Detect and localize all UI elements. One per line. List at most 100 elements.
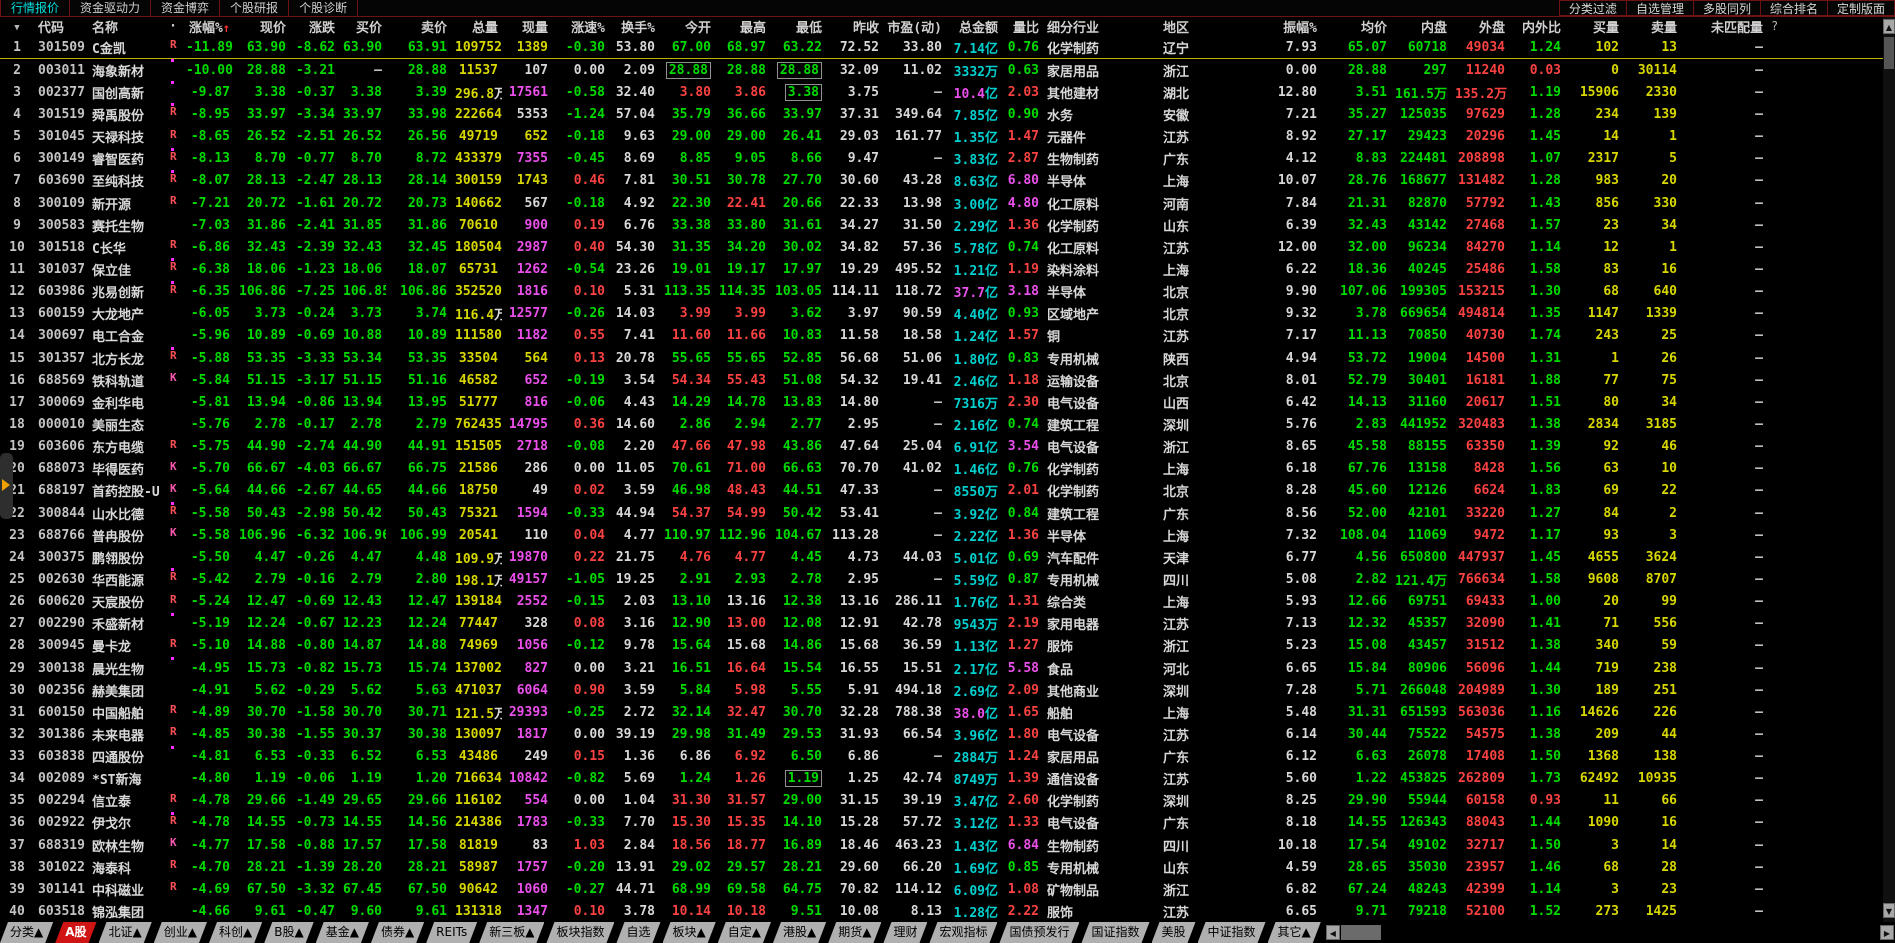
column-header-turnover[interactable]: 换手%	[609, 17, 659, 36]
table-row[interactable]: 26 600620 天宸股份 R -5.24 12.47 -0.69 12.43 12.47 13…	[0, 591, 1883, 613]
column-header-in-out-ratio[interactable]: 内外比	[1509, 17, 1565, 36]
column-header-stock-name[interactable]: 名称	[88, 17, 164, 36]
market-tab-基金▲[interactable]: 基金▲	[316, 922, 369, 943]
table-row[interactable]: 6 300149 睿智医药 R -8.13 8.70 -0.77 8.70 8.72 433379…	[0, 147, 1883, 170]
market-tab-板块指数[interactable]: 板块指数	[546, 922, 614, 943]
column-header-avg-price[interactable]: 均价	[1321, 17, 1391, 36]
table-row[interactable]: 7 603690 至纯科技 R -8.07 28.13 -2.47 28.13 28.14 300…	[0, 169, 1883, 192]
column-header-prev-close[interactable]: 昨收	[826, 17, 883, 36]
table-row[interactable]: 38 301022 海泰科 R -4.70 28.21 -1.39 28.20 28.21 589…	[0, 856, 1883, 878]
table-row[interactable]: 8 300109 新开源 R -7.21 20.72 -1.61 20.72 20.73 1406…	[0, 192, 1883, 214]
menu-tab-资金驱动力[interactable]: 资金驱动力	[70, 0, 152, 16]
column-header-industry[interactable]: 细分行业	[1043, 17, 1159, 36]
menu-button-自选管理[interactable]: 自选管理	[1625, 0, 1694, 16]
market-tab-板块▲[interactable]: 板块▲	[663, 922, 716, 943]
table-row[interactable]: 2 003011 海象新材 -10.00 28.88 -3.21 — 28.88 11537 10…	[0, 59, 1883, 82]
table-row[interactable]: 18 000010 美丽生态 -5.76 2.78 -0.17 2.78 2.79 762435…	[0, 413, 1883, 435]
menu-tab-行情报价[interactable]: 行情报价	[1, 0, 71, 16]
table-row[interactable]: 28 300945 曼卡龙 R -5.10 14.88 -0.80 14.87 14.88 749…	[0, 635, 1883, 657]
market-tab-国债预发行[interactable]: 国债预发行	[999, 922, 1079, 943]
table-row[interactable]: 25 002630 华西能源 R -5.42 2.79 -0.16 2.79 2.80 198.1…	[0, 568, 1883, 590]
table-row[interactable]: 32 301386 未来电器 R -4.85 30.38 -1.55 30.37 30.38 13…	[0, 723, 1883, 745]
vertical-scrollbar[interactable]: ▲ ▼	[1883, 17, 1895, 922]
column-header-stock-code[interactable]: 代码	[34, 17, 88, 36]
table-row[interactable]: 4 301519 舜禹股份 R -8.95 33.97 -3.34 33.97 33.98 222…	[0, 103, 1883, 125]
tab-scroll-right-button[interactable]: ▶	[1880, 925, 1894, 940]
column-header-pe[interactable]: 市盈(动)	[883, 17, 946, 36]
menu-tab-个股诊断[interactable]: 个股诊断	[289, 0, 359, 16]
menu-button-综合排名[interactable]: 综合排名	[1759, 0, 1828, 16]
tab-scroll-left-button[interactable]: ◀	[1325, 925, 1340, 940]
column-header-sell-vol[interactable]: 卖量	[1623, 17, 1681, 36]
table-row[interactable]: 3 002377 国创高新 -9.87 3.38 -0.37 3.38 3.39 296.8万 1…	[0, 81, 1883, 103]
column-header-bid[interactable]: 买价	[339, 17, 386, 36]
table-row[interactable]: 37 688319 欧林生物 K -4.77 17.58 -0.88 17.57 17.58 81…	[0, 834, 1883, 856]
column-header-low[interactable]: 最低	[770, 17, 826, 36]
menu-button-多股同列[interactable]: 多股同列	[1692, 0, 1761, 16]
market-tab-其它▲[interactable]: 其它▲	[1268, 922, 1321, 943]
table-row[interactable]: 36 002922 伊戈尔 R -4.78 14.55 -0.73 14.55 14.56 214…	[0, 811, 1883, 834]
table-row[interactable]: 40 603518 锦泓集团 -4.66 9.61 -0.47 9.60 9.61 131318…	[0, 900, 1883, 922]
table-row[interactable]: 22 300844 山水比德 R -5.58 50.43 -2.98 50.42 50.43 75…	[0, 502, 1883, 524]
table-row[interactable]: 17 300069 金利华电 -5.81 13.94 -0.86 13.94 13.95 517…	[0, 391, 1883, 413]
tab-scrollbar-thumb[interactable]	[1340, 925, 1381, 940]
scroll-down-button[interactable]: ▼	[1883, 903, 1895, 918]
column-header-unmatched[interactable]: 未匹配量	[1681, 17, 1767, 36]
column-header-open[interactable]: 今开	[659, 17, 715, 36]
market-tab-自选[interactable]: 自选	[616, 922, 660, 943]
table-row[interactable]: 9 300583 赛托生物 -7.03 31.86 -2.41 31.85 31.86 7061…	[0, 214, 1883, 236]
table-row[interactable]: 10 301518 C长华 R -6.86 32.43 -2.39 32.43 32.45 180…	[0, 236, 1883, 258]
table-row[interactable]: 14 300697 电工合金 -5.96 10.89 -0.69 10.88 10.89 111…	[0, 325, 1883, 347]
table-row[interactable]: 30 002356 赫美集团 -4.91 5.62 -0.29 5.62 5.63 471037…	[0, 679, 1883, 701]
market-tab-自定▲[interactable]: 自定▲	[718, 922, 771, 943]
column-header-amount[interactable]: 总金额	[946, 17, 1002, 36]
table-row[interactable]: 1 301509 C金凯 R -11.89 63.90 -8.62 63.90 63.91 109…	[0, 36, 1883, 60]
scroll-up-button[interactable]: ▲	[1883, 19, 1895, 34]
column-header-ask[interactable]: 卖价	[386, 17, 451, 36]
market-tab-债券▲[interactable]: 债券▲	[371, 922, 424, 943]
column-header-region[interactable]: 地区	[1159, 17, 1231, 36]
table-row[interactable]: 23 688766 普冉股份 K -5.58 106.96 -6.32 106.96 106.9…	[0, 524, 1883, 546]
table-row[interactable]: 20 688073 毕得医药 K -5.70 66.67 -4.03 66.67 66.75 21…	[0, 458, 1883, 480]
table-row[interactable]: 13 600159 大龙地产 -6.05 3.73 -0.24 3.73 3.74 116.4万…	[0, 303, 1883, 325]
column-header-buy-vol[interactable]: 买量	[1565, 17, 1623, 36]
table-row[interactable]: 11 301037 保立佳 R -6.38 18.06 -1.23 18.06 18.07 657…	[0, 258, 1883, 280]
menu-button-定制版面[interactable]: 定制版面	[1826, 0, 1895, 16]
market-tab-宏观指标[interactable]: 宏观指标	[929, 922, 997, 943]
market-tab-科创▲[interactable]: 科创▲	[209, 922, 262, 943]
table-row[interactable]: 5 301045 天禄科技 R -8.65 26.52 -2.51 26.52 26.56 497…	[0, 126, 1883, 148]
column-header-change[interactable]: 涨跌	[290, 17, 339, 36]
market-tab-北证▲[interactable]: 北证▲	[99, 922, 152, 943]
table-row[interactable]: 34 002089 *ST新海 -4.80 1.19 -0.06 1.19 1.20 71663…	[0, 768, 1883, 790]
market-tab-理财[interactable]: 理财	[883, 922, 927, 943]
menu-tab-个股研报[interactable]: 个股研报	[220, 0, 290, 16]
column-header-amplitude[interactable]: 振幅%	[1231, 17, 1321, 36]
market-tab-美股[interactable]: 美股	[1152, 922, 1196, 943]
market-tab-港股▲[interactable]: 港股▲	[773, 922, 826, 943]
column-header-speed[interactable]: 涨速%	[552, 17, 609, 36]
table-row[interactable]: 29 300138 晨光生物 -4.95 15.73 -0.82 15.73 15.74 137…	[0, 657, 1883, 679]
column-header-change-pct[interactable]: 涨幅%↑	[182, 17, 234, 36]
column-header-row-number[interactable]: ▼	[0, 17, 34, 36]
column-header-marker[interactable]: ·	[164, 17, 182, 36]
table-row[interactable]: 39 301141 中科磁业 R -4.69 67.50 -3.32 67.45 67.50 90…	[0, 878, 1883, 900]
market-tab-A股[interactable]: A股	[55, 922, 96, 943]
column-header-vol-ratio[interactable]: 量比	[1002, 17, 1043, 36]
market-tab-REITs[interactable]: REITs	[426, 922, 477, 943]
table-row[interactable]: 27 002290 禾盛新材 -5.19 12.24 -0.67 12.23 12.24 774…	[0, 612, 1883, 635]
table-row[interactable]: 33 603838 四通股份 -4.81 6.53 -0.33 6.52 6.53 43486 2…	[0, 745, 1883, 768]
column-header-inner-vol[interactable]: 内盘	[1391, 17, 1451, 36]
table-row[interactable]: 19 603606 东方电缆 R -5.75 44.90 -2.74 44.90 44.91 15…	[0, 436, 1883, 458]
column-header-price[interactable]: 现价	[234, 17, 290, 36]
market-tab-新三板▲[interactable]: 新三板▲	[479, 922, 544, 943]
market-tab-创业▲[interactable]: 创业▲	[154, 922, 207, 943]
column-header-volume[interactable]: 总量	[451, 17, 502, 36]
table-row[interactable]: 21 688197 首药控股-U K -5.64 44.66 -2.67 44.65 44.66…	[0, 480, 1883, 502]
table-row[interactable]: 24 300375 鹏翎股份 -5.50 4.47 -0.26 4.47 4.48 109.9万…	[0, 546, 1883, 568]
scrollbar-thumb[interactable]	[1884, 37, 1894, 69]
filter-dropdown-icon[interactable]: ▼	[14, 23, 20, 33]
menu-tab-资金博弈[interactable]: 资金博弈	[151, 0, 221, 16]
menu-button-分类过滤[interactable]: 分类过滤	[1558, 0, 1627, 16]
table-row[interactable]: 31 600150 中国船舶 R -4.89 30.70 -1.58 30.70 30.71 12…	[0, 701, 1883, 723]
table-row[interactable]: 12 603986 兆易创新 R -6.35 106.86 -7.25 106.85 106.8…	[0, 280, 1883, 303]
